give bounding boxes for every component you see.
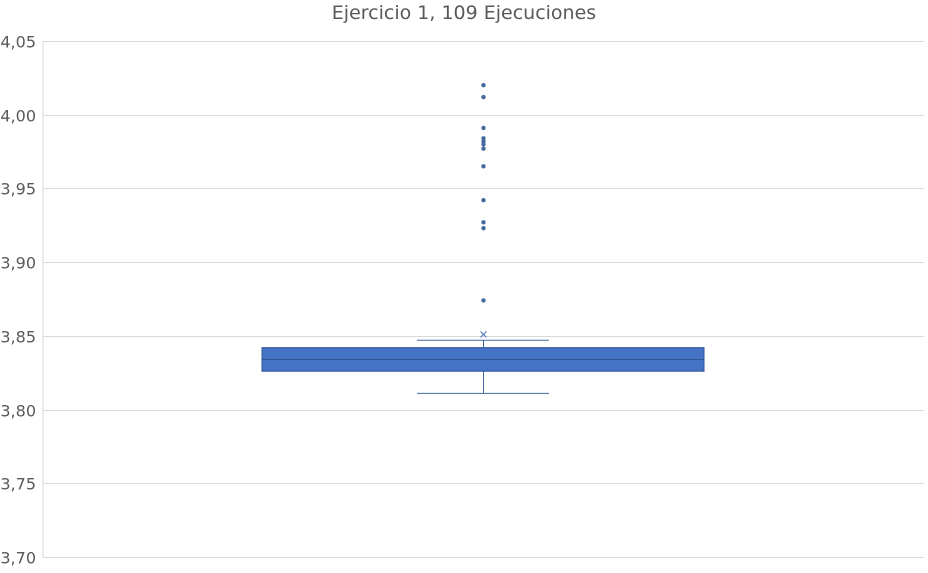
y-axis: 3,70 3,75 3,80 3,85 3,90 3,95 4,00 4,05	[0, 33, 44, 568]
y-tick-label: 3,85	[0, 328, 36, 347]
y-tick-label: 4,05	[0, 33, 36, 52]
outlier-point	[481, 164, 486, 169]
outlier-point	[481, 220, 486, 225]
outlier-point	[481, 198, 486, 203]
y-tick-label: 3,75	[0, 475, 36, 494]
outlier-point	[481, 94, 486, 100]
outlier-point	[481, 298, 486, 303]
gridlines	[43, 41, 924, 558]
y-tick-label: 4,00	[0, 107, 36, 126]
y-tick-label: 3,95	[0, 180, 36, 199]
outlier-point	[481, 136, 486, 141]
outlier-point	[481, 125, 486, 131]
y-tick-label: 3,80	[0, 402, 36, 421]
box-series	[261, 330, 705, 394]
chart-title: Ejercicio 1, 109 Ejecuciones	[331, 2, 597, 24]
outlier-point	[481, 226, 486, 231]
outliers	[481, 83, 486, 303]
mean-marker	[480, 330, 487, 338]
y-tick-label: 3,70	[0, 549, 36, 568]
outlier-point	[481, 83, 486, 88]
y-tick-label: 3,90	[0, 254, 36, 273]
outlier-point	[481, 146, 486, 151]
